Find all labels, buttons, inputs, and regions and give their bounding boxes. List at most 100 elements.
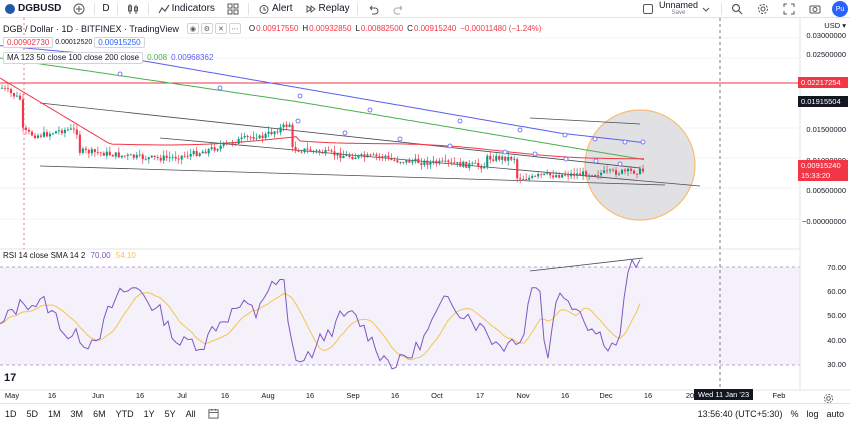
- quick-search-button[interactable]: [724, 0, 750, 18]
- clock-time[interactable]: 13:56:40 (UTC+5:30): [697, 409, 783, 419]
- candle-body: [198, 153, 201, 156]
- range-1y-button[interactable]: 1Y: [143, 408, 155, 419]
- candle-body: [111, 155, 114, 157]
- price-tick: −0.00000000: [801, 217, 846, 226]
- top-toolbar: DGBUSD D Indicators Alert Replay: [0, 0, 850, 18]
- candle-body: [195, 151, 198, 156]
- candle-body: [408, 159, 411, 163]
- rsi-line: [0, 258, 641, 370]
- chart-type-button[interactable]: [120, 0, 146, 18]
- range-5y-button[interactable]: 5Y: [164, 408, 176, 419]
- candle-body: [99, 152, 102, 154]
- candle-body: [507, 156, 510, 161]
- eye-icon[interactable]: ◉: [186, 23, 199, 34]
- candle-body: [570, 173, 573, 177]
- candle-body: [360, 154, 363, 156]
- anchor-point: [217, 85, 223, 91]
- symbol-logo-icon: [5, 3, 15, 14]
- chart-settings-button[interactable]: [820, 390, 836, 407]
- candle-body: [345, 154, 348, 156]
- publish-button[interactable]: Pu: [832, 1, 848, 17]
- range-6m-button[interactable]: 6M: [93, 408, 106, 419]
- currency-selector[interactable]: USD ▾: [824, 21, 846, 30]
- ma-indicator-label[interactable]: MA 123 50 close 100 close 200 close: [3, 51, 144, 64]
- time-tick: Jun: [91, 391, 105, 400]
- gear-icon: [820, 390, 836, 406]
- add-symbol-button[interactable]: [66, 0, 92, 18]
- templates-button[interactable]: [220, 0, 246, 18]
- candle-body: [63, 129, 66, 134]
- date-range-button[interactable]: [201, 406, 227, 422]
- candle-body: [623, 169, 627, 172]
- candle-body: [429, 162, 432, 165]
- candle-body: [417, 158, 420, 164]
- candle-body: [222, 142, 225, 146]
- replay-button[interactable]: Replay: [298, 0, 355, 18]
- candle-body: [629, 168, 633, 171]
- interval-button[interactable]: D: [102, 3, 110, 14]
- candle-body: [381, 156, 384, 158]
- undo-button[interactable]: [360, 0, 386, 18]
- symbol-search[interactable]: DGBUSD: [0, 0, 66, 18]
- candle-body: [438, 160, 441, 164]
- candle-body: [501, 156, 504, 160]
- range-ytd-button[interactable]: YTD: [115, 408, 134, 419]
- candle-body: [207, 149, 210, 154]
- alert-price-tag[interactable]: 0.02217254: [798, 77, 848, 88]
- candle-body: [348, 154, 351, 157]
- candle-body: [582, 171, 585, 176]
- auto-toggle[interactable]: auto: [826, 409, 844, 419]
- range-3m-button[interactable]: 3M: [70, 408, 84, 419]
- candle-body: [498, 156, 501, 160]
- candle-body: [432, 160, 435, 163]
- candle-body: [177, 158, 180, 160]
- indicators-button[interactable]: Indicators: [151, 0, 220, 18]
- range-all-button[interactable]: All: [185, 408, 196, 419]
- log-toggle[interactable]: log: [806, 409, 819, 419]
- settings-icon[interactable]: ⚙: [200, 23, 213, 34]
- candle-body: [156, 157, 159, 158]
- candle-body: [189, 154, 192, 157]
- rsi-legend: RSI 14 close SMA 14 2 70.00 54.10: [3, 251, 136, 260]
- candle-body: [426, 160, 429, 165]
- candle-body: [441, 160, 444, 162]
- range-1m-button[interactable]: 1M: [48, 408, 61, 419]
- candle-body: [138, 154, 141, 156]
- rsi-label[interactable]: RSI 14 close SMA 14 2: [3, 251, 86, 260]
- percent-toggle[interactable]: %: [790, 409, 799, 419]
- price-tick: 0.01500000: [806, 125, 846, 134]
- sell-price-button[interactable]: 0.00902730: [3, 37, 54, 48]
- candle-body: [240, 137, 243, 139]
- chart-area[interactable]: 17: [0, 18, 850, 403]
- candle-body: [459, 162, 462, 167]
- range-1d-button[interactable]: 1D: [5, 408, 17, 419]
- candle-body: [291, 124, 294, 148]
- candle-body: [603, 170, 606, 173]
- layout-menu[interactable]: Unnamed Save: [638, 0, 719, 18]
- candle-body: [528, 177, 531, 180]
- low-label: L: [355, 24, 360, 33]
- buy-price-button[interactable]: 0.00915250: [94, 37, 145, 48]
- time-tick: 20: [685, 391, 695, 400]
- anchor-point: [342, 130, 348, 136]
- candle-body: [489, 155, 492, 160]
- close-value: 0.00915240: [413, 24, 457, 33]
- chevron-down-icon: [698, 1, 714, 17]
- time-tick: 16: [643, 391, 653, 400]
- close-icon[interactable]: ✕: [214, 23, 227, 34]
- candle-body: [477, 162, 480, 166]
- candle-body: [333, 151, 336, 156]
- replay-icon: [303, 1, 319, 17]
- candle-body: [48, 133, 51, 137]
- candle-body: [558, 175, 561, 178]
- candle-body: [396, 160, 399, 163]
- alert-button[interactable]: Alert: [251, 0, 298, 18]
- more-icon[interactable]: ⋯: [228, 23, 241, 34]
- settings-button[interactable]: [750, 0, 776, 18]
- snapshot-button[interactable]: [802, 0, 828, 18]
- fullscreen-button[interactable]: [776, 0, 802, 18]
- redo-button[interactable]: [386, 0, 412, 18]
- range-5d-button[interactable]: 5D: [26, 408, 39, 419]
- search-icon: [729, 1, 745, 17]
- anchor-point: [532, 151, 538, 157]
